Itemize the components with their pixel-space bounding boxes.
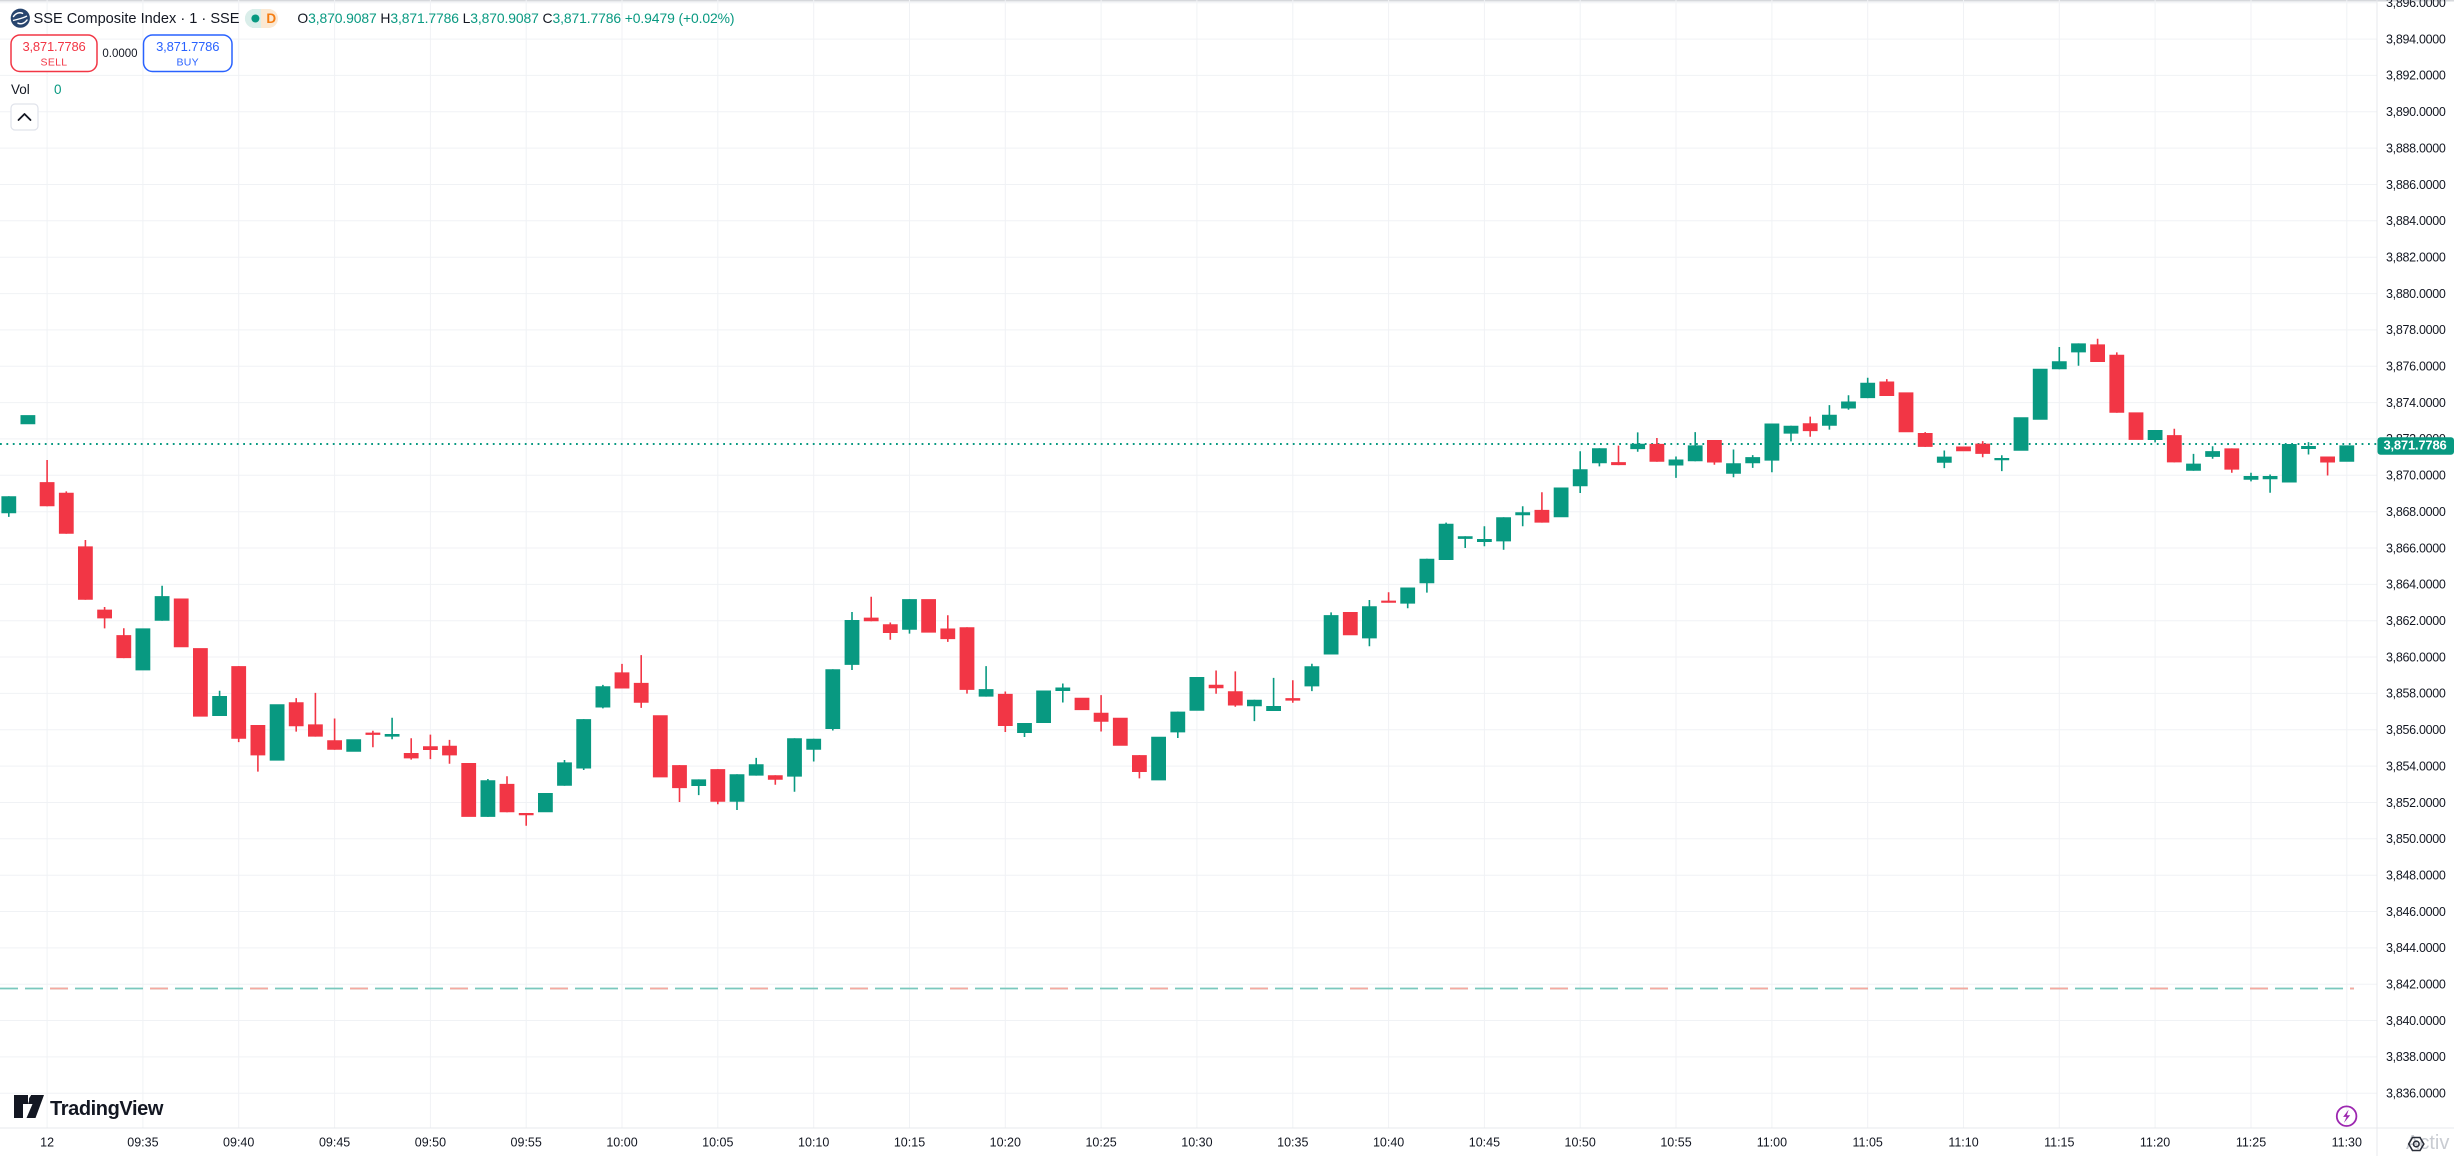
- svg-text:10:20: 10:20: [990, 1136, 1021, 1150]
- svg-text:10:10: 10:10: [798, 1136, 829, 1150]
- svg-text:BUY: BUY: [176, 57, 199, 69]
- svg-text:3,860.0000: 3,860.0000: [2386, 650, 2446, 664]
- svg-text:3,836.0000: 3,836.0000: [2386, 1087, 2446, 1101]
- svg-text:3,880.0000: 3,880.0000: [2386, 287, 2446, 301]
- svg-text:3,892.0000: 3,892.0000: [2386, 69, 2446, 83]
- svg-text:3,878.0000: 3,878.0000: [2386, 323, 2446, 337]
- svg-text:3,868.0000: 3,868.0000: [2386, 505, 2446, 519]
- svg-text:3,886.0000: 3,886.0000: [2386, 178, 2446, 192]
- svg-text:10:00: 10:00: [606, 1136, 637, 1150]
- svg-text:3,862.0000: 3,862.0000: [2386, 614, 2446, 628]
- svg-text:11:20: 11:20: [2140, 1136, 2170, 1150]
- svg-text:3,852.0000: 3,852.0000: [2386, 796, 2446, 810]
- svg-text:0: 0: [54, 82, 62, 97]
- svg-text:10:45: 10:45: [1469, 1136, 1500, 1150]
- svg-text:10:35: 10:35: [1277, 1136, 1308, 1150]
- svg-text:3,864.0000: 3,864.0000: [2386, 578, 2446, 592]
- svg-text:12: 12: [40, 1136, 54, 1150]
- svg-text:3,848.0000: 3,848.0000: [2386, 869, 2446, 883]
- svg-text:3,844.0000: 3,844.0000: [2386, 941, 2446, 955]
- svg-text:3,854.0000: 3,854.0000: [2386, 759, 2446, 773]
- svg-text:10:40: 10:40: [1373, 1136, 1404, 1150]
- svg-text:3,870.0000: 3,870.0000: [2386, 469, 2446, 483]
- svg-text:3,890.0000: 3,890.0000: [2386, 105, 2446, 119]
- svg-text:3,846.0000: 3,846.0000: [2386, 905, 2446, 919]
- svg-text:10:55: 10:55: [1660, 1136, 1691, 1150]
- svg-text:09:45: 09:45: [319, 1136, 350, 1150]
- svg-text:11:25: 11:25: [2236, 1136, 2266, 1150]
- svg-text:09:55: 09:55: [511, 1136, 542, 1150]
- svg-text:3,850.0000: 3,850.0000: [2386, 832, 2446, 846]
- svg-text:3,884.0000: 3,884.0000: [2386, 214, 2446, 228]
- svg-text:3,838.0000: 3,838.0000: [2386, 1050, 2446, 1064]
- svg-text:3,866.0000: 3,866.0000: [2386, 541, 2446, 555]
- svg-text:09:50: 09:50: [415, 1136, 446, 1150]
- svg-text:3,871.7786: 3,871.7786: [2383, 438, 2446, 453]
- svg-text:SSE Composite Index · 1 · SSE: SSE Composite Index · 1 · SSE: [34, 11, 240, 27]
- svg-text:10:50: 10:50: [1565, 1136, 1596, 1150]
- svg-text:3,894.0000: 3,894.0000: [2386, 32, 2446, 46]
- svg-text:TradingView: TradingView: [50, 1098, 164, 1120]
- svg-text:3,896.0000: 3,896.0000: [2386, 0, 2446, 10]
- svg-text:O3,870.9087 H3,871.7786 L3,870: O3,870.9087 H3,871.7786 L3,870.9087 C3,8…: [297, 10, 734, 26]
- svg-text:10:05: 10:05: [702, 1136, 733, 1150]
- svg-text:3,842.0000: 3,842.0000: [2386, 978, 2446, 992]
- svg-text:3,876.0000: 3,876.0000: [2386, 360, 2446, 374]
- svg-text:3,882.0000: 3,882.0000: [2386, 251, 2446, 265]
- svg-text:0.0000: 0.0000: [102, 48, 137, 60]
- svg-text:11:15: 11:15: [2044, 1136, 2074, 1150]
- svg-text:Vol: Vol: [11, 82, 30, 97]
- svg-text:10:15: 10:15: [894, 1136, 925, 1150]
- svg-text:11:05: 11:05: [1853, 1136, 1883, 1150]
- svg-text:3,871.7786: 3,871.7786: [22, 39, 85, 54]
- svg-text:09:35: 09:35: [127, 1136, 158, 1150]
- svg-text:3,874.0000: 3,874.0000: [2386, 396, 2446, 410]
- svg-text:D: D: [266, 11, 276, 26]
- svg-text:11:30: 11:30: [2332, 1136, 2362, 1150]
- svg-text:11:00: 11:00: [1757, 1136, 1787, 1150]
- svg-text:SELL: SELL: [41, 57, 68, 69]
- svg-text:09:40: 09:40: [223, 1136, 254, 1150]
- svg-text:3,856.0000: 3,856.0000: [2386, 723, 2446, 737]
- svg-text:3,840.0000: 3,840.0000: [2386, 1014, 2446, 1028]
- svg-text:3,871.7786: 3,871.7786: [156, 39, 219, 54]
- svg-text:3,858.0000: 3,858.0000: [2386, 687, 2446, 701]
- svg-text:10:25: 10:25: [1085, 1136, 1116, 1150]
- svg-text:10:30: 10:30: [1181, 1136, 1212, 1150]
- svg-text:11:10: 11:10: [1948, 1136, 1978, 1150]
- svg-text:3,888.0000: 3,888.0000: [2386, 141, 2446, 155]
